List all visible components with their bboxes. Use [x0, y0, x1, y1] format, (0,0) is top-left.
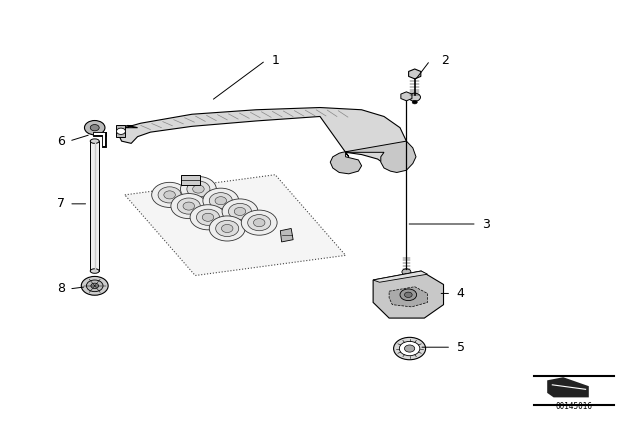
Polygon shape: [116, 125, 125, 137]
Circle shape: [400, 289, 417, 301]
Circle shape: [81, 276, 108, 295]
Circle shape: [152, 182, 188, 207]
Polygon shape: [389, 287, 428, 307]
Text: 5: 5: [457, 340, 465, 354]
Circle shape: [253, 219, 265, 227]
Circle shape: [404, 292, 412, 297]
Circle shape: [171, 194, 207, 219]
Circle shape: [84, 121, 105, 135]
Text: 6: 6: [57, 134, 65, 148]
Circle shape: [222, 199, 258, 224]
Circle shape: [203, 188, 239, 213]
Polygon shape: [401, 92, 412, 101]
Circle shape: [394, 337, 426, 360]
Text: 2: 2: [441, 54, 449, 67]
Polygon shape: [373, 271, 444, 318]
Circle shape: [234, 207, 246, 215]
Circle shape: [196, 209, 220, 225]
Polygon shape: [125, 175, 346, 276]
Text: 3: 3: [483, 217, 490, 231]
Circle shape: [183, 202, 195, 210]
Polygon shape: [330, 141, 416, 174]
Circle shape: [190, 205, 226, 230]
Text: 1: 1: [271, 54, 279, 67]
Circle shape: [209, 216, 245, 241]
Circle shape: [412, 100, 417, 104]
Circle shape: [399, 341, 420, 356]
Circle shape: [91, 283, 99, 289]
Circle shape: [158, 187, 181, 203]
Circle shape: [215, 197, 227, 205]
Circle shape: [409, 93, 420, 101]
Text: 00145016: 00145016: [556, 402, 593, 411]
Circle shape: [116, 128, 125, 134]
Text: 4: 4: [457, 287, 465, 300]
Polygon shape: [408, 69, 421, 79]
Ellipse shape: [90, 139, 99, 143]
Polygon shape: [280, 228, 293, 242]
Circle shape: [241, 210, 277, 235]
Circle shape: [248, 215, 271, 231]
Polygon shape: [90, 141, 99, 271]
Polygon shape: [547, 377, 589, 397]
Circle shape: [90, 125, 99, 131]
Circle shape: [221, 224, 233, 233]
Circle shape: [177, 198, 200, 214]
Circle shape: [187, 181, 210, 197]
Circle shape: [164, 191, 175, 199]
Circle shape: [209, 193, 232, 209]
Text: 8: 8: [57, 282, 65, 296]
Polygon shape: [118, 108, 406, 166]
Circle shape: [202, 213, 214, 221]
Circle shape: [193, 185, 204, 193]
Circle shape: [216, 220, 239, 237]
Circle shape: [404, 345, 415, 352]
Ellipse shape: [90, 269, 99, 273]
Circle shape: [86, 280, 103, 292]
Circle shape: [180, 177, 216, 202]
Circle shape: [404, 274, 409, 277]
Circle shape: [402, 269, 411, 275]
FancyBboxPatch shape: [181, 175, 200, 185]
Text: 7: 7: [57, 197, 65, 211]
Polygon shape: [373, 271, 428, 282]
Circle shape: [228, 203, 252, 220]
